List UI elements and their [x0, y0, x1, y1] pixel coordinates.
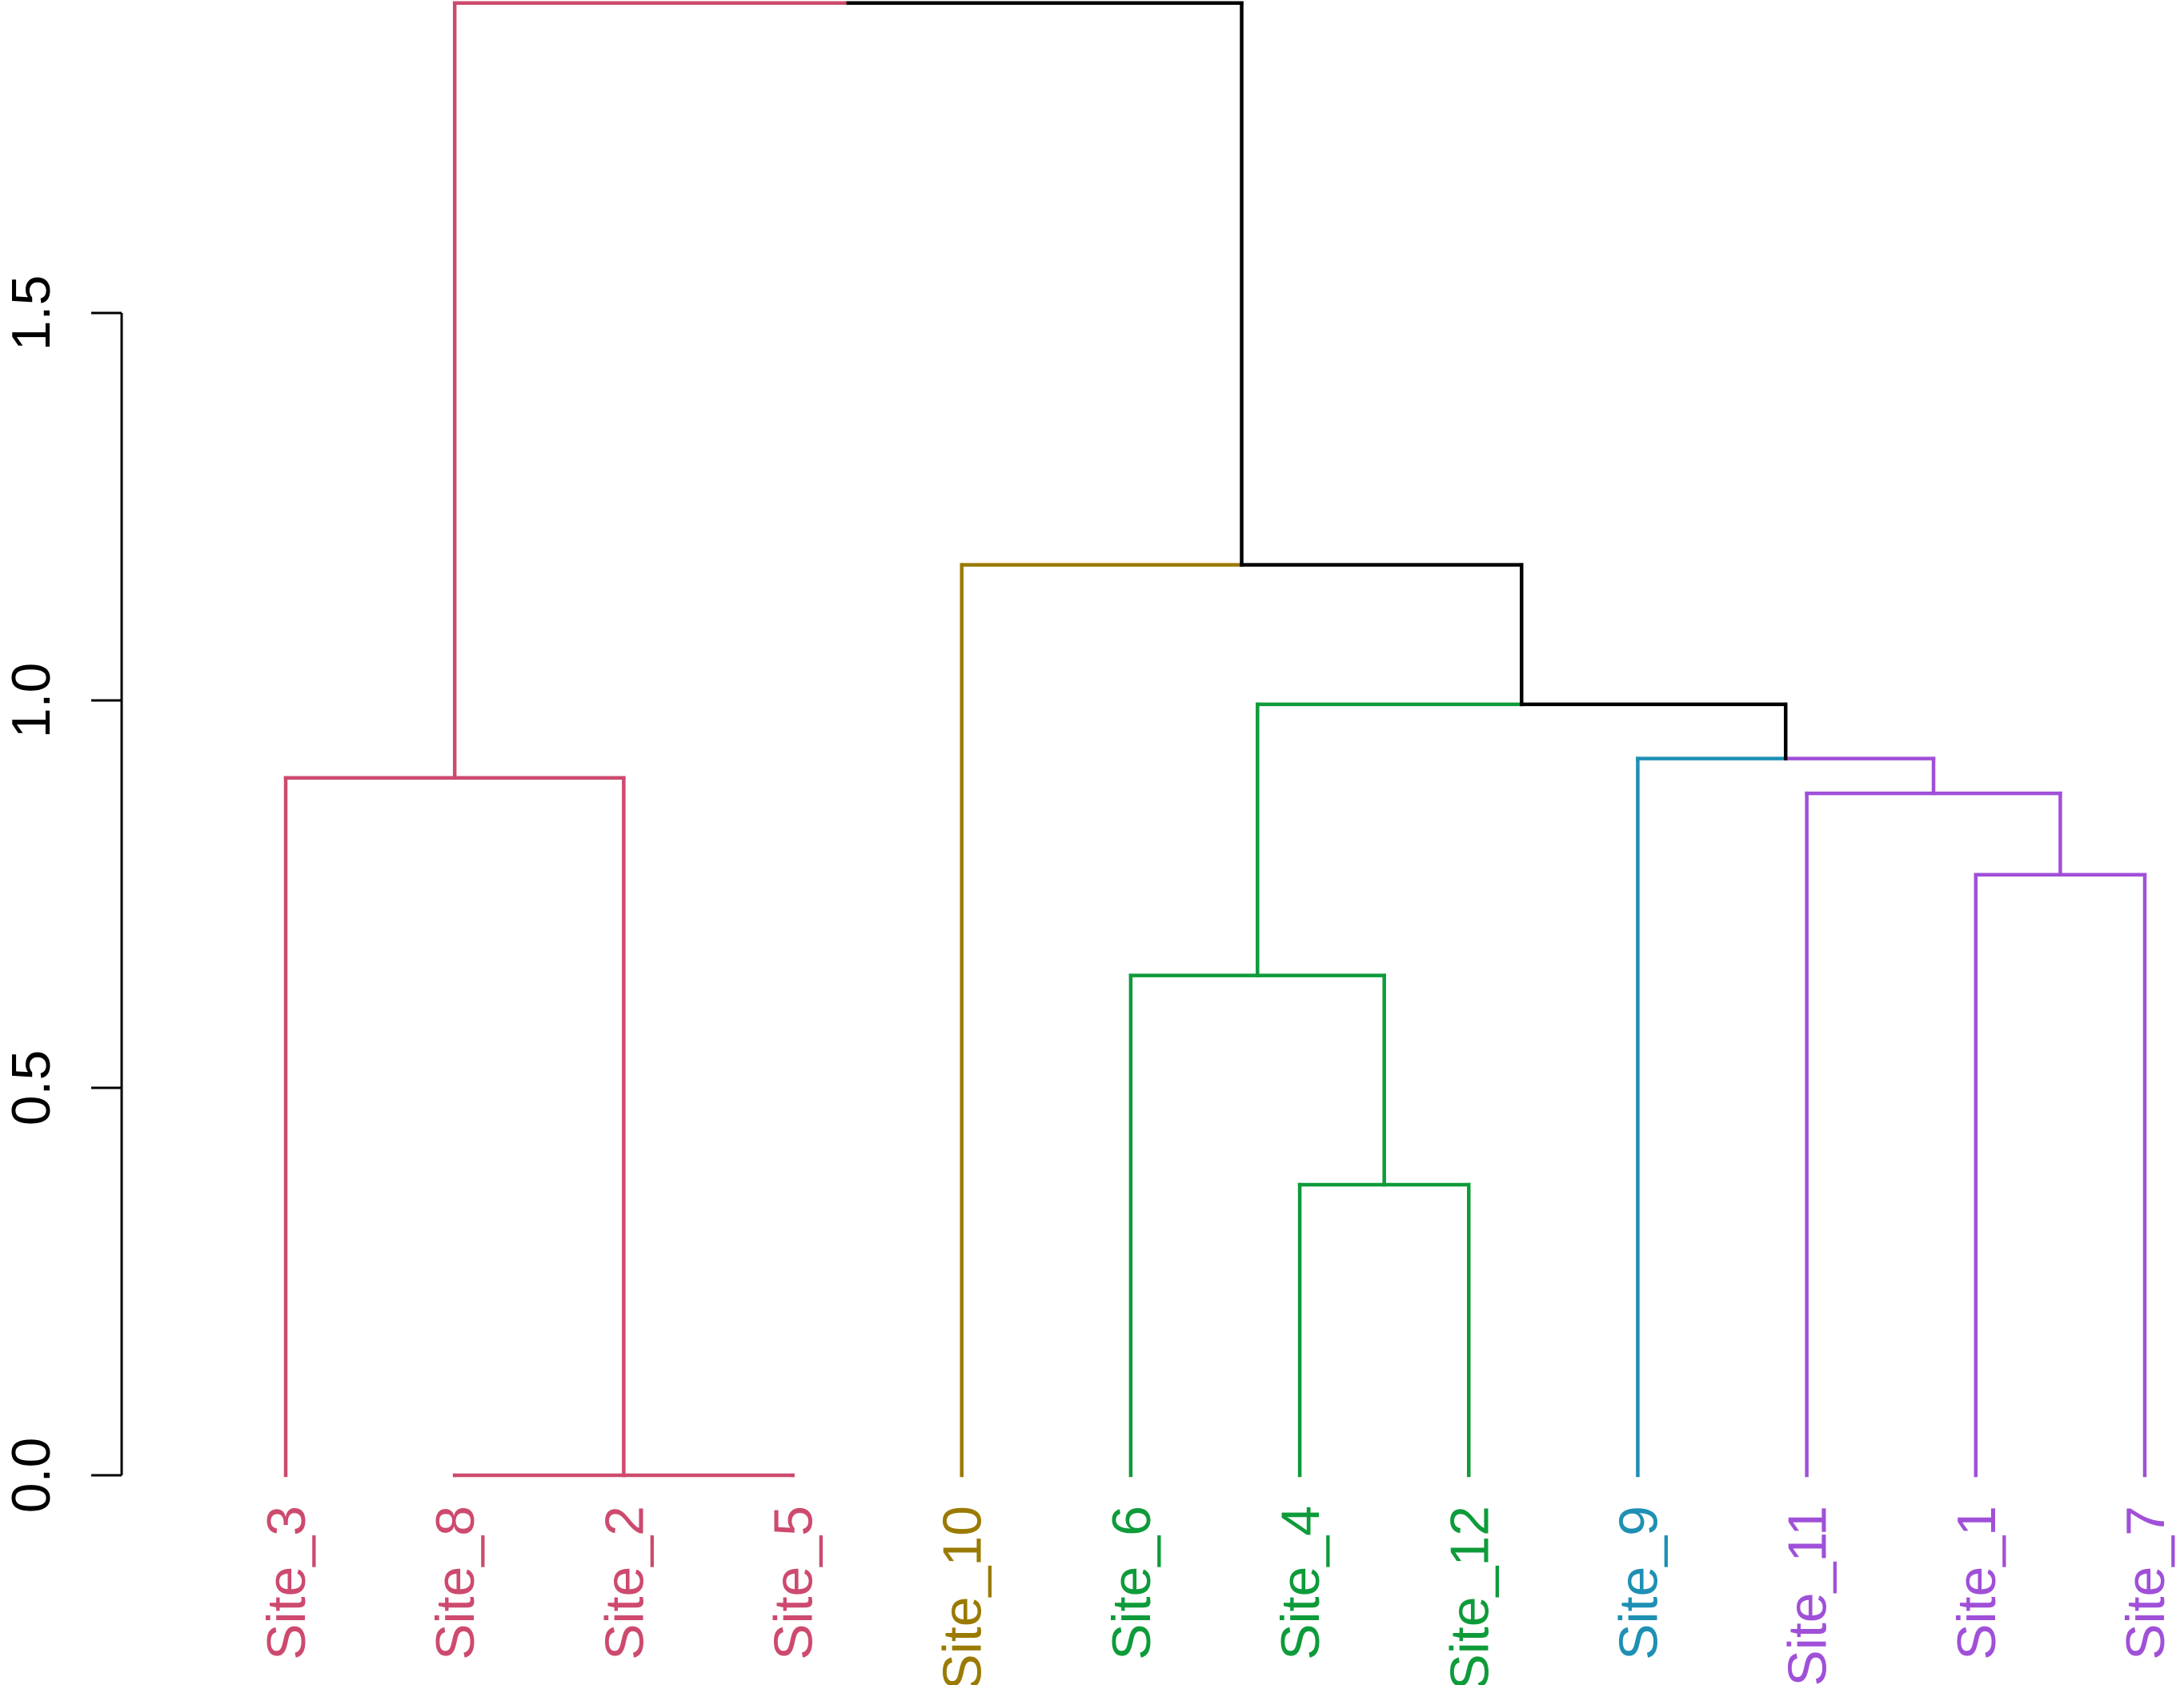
leaf-label: Site_12 — [1439, 1506, 1500, 1685]
leaf-label: Site_1 — [1946, 1506, 2007, 1660]
leaf-labels: Site_3 Site_8 Site_2 Site_5 Site_10 Site_6 Sit… — [256, 1506, 2176, 1685]
y-tick-label: 0.0 — [1, 1438, 62, 1514]
leaf-label: Site_5 — [763, 1506, 824, 1660]
leaf-label: Site_11 — [1777, 1506, 1838, 1685]
leaf-label: Site_3 — [256, 1506, 317, 1660]
leaf-label: Site_6 — [1101, 1506, 1162, 1660]
y-tick-label: 1.0 — [1, 663, 62, 739]
leaf-label: Site_2 — [594, 1506, 655, 1660]
y-axis: 0.0 0.5 1.0 1.5 — [1, 275, 123, 1514]
y-tick-label: 0.5 — [1, 1050, 62, 1126]
leaf-label: Site_10 — [932, 1506, 993, 1685]
leaf-label: Site_7 — [2115, 1506, 2176, 1660]
dendrogram-branches — [283, 1, 2147, 1478]
leaf-label: Site_8 — [425, 1506, 486, 1660]
leaf-label: Site_9 — [1608, 1506, 1669, 1660]
y-tick-label: 1.5 — [1, 275, 62, 351]
leaf-label: Site_4 — [1270, 1506, 1331, 1660]
